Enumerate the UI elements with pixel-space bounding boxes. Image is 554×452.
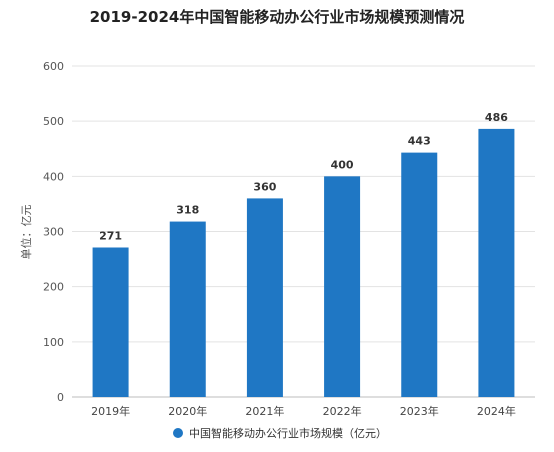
x-tick-labels: 2019年 2020年 2021年 2022年 2023年 2024年 xyxy=(91,404,516,418)
x-tick-label: 2019年 xyxy=(91,404,130,418)
x-tick-label: 2024年 xyxy=(477,404,516,418)
x-tick-label: 2023年 xyxy=(400,404,439,418)
y-axis-label: 单位：亿元 xyxy=(19,205,33,260)
data-label: 360 xyxy=(253,180,276,193)
x-tick-label: 2022年 xyxy=(323,404,362,418)
bar xyxy=(92,247,129,397)
y-tick-label: 100 xyxy=(43,336,64,349)
bar xyxy=(478,128,515,397)
bar xyxy=(324,176,361,397)
chart-title: 2019-2024年中国智能移动办公行业市场规模预测情况 xyxy=(90,8,465,26)
legend-marker xyxy=(173,428,183,438)
y-tick-label: 0 xyxy=(57,391,64,404)
bars xyxy=(92,128,515,397)
data-label: 400 xyxy=(331,158,354,171)
data-label: 318 xyxy=(176,204,199,217)
value-labels: 271 318 360 400 443 486 xyxy=(99,111,508,243)
data-label: 271 xyxy=(99,229,122,242)
y-tick-label: 600 xyxy=(43,60,64,73)
grid-lines xyxy=(72,65,535,398)
y-tick-label: 300 xyxy=(43,226,64,239)
bar xyxy=(401,152,438,397)
bar xyxy=(169,221,206,397)
bar xyxy=(246,198,283,397)
legend-label: 中国智能移动办公行业市场规模（亿元） xyxy=(189,426,387,440)
y-tick-labels: 0 100 200 300 400 500 600 xyxy=(43,60,64,404)
data-label: 486 xyxy=(485,111,508,124)
y-tick-label: 500 xyxy=(43,115,64,128)
y-tick-label: 400 xyxy=(43,170,64,183)
y-tick-label: 200 xyxy=(43,281,64,294)
legend: 中国智能移动办公行业市场规模（亿元） xyxy=(173,426,387,440)
x-tick-label: 2021年 xyxy=(245,404,284,418)
data-label: 443 xyxy=(408,135,431,148)
x-tick-label: 2020年 xyxy=(168,404,207,418)
